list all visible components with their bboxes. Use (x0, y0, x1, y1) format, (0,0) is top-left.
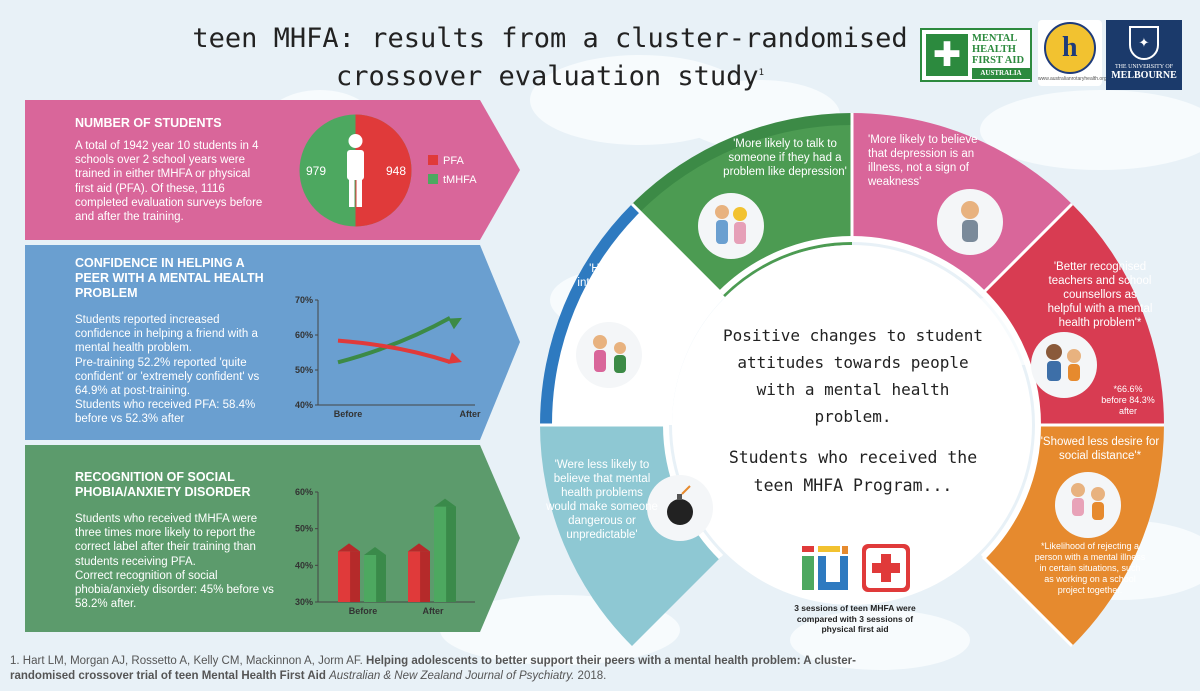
bar-tip-pfa-after (408, 543, 430, 552)
mhfa-logo-line-2: HEALTH (972, 44, 1016, 55)
bar-chart-ytick-label: 30% (295, 597, 313, 607)
quote-helpful-intentions: 'Had more helpful intentions to support … (577, 263, 691, 317)
panel-confidence-bg (25, 245, 520, 440)
uom-shield-icon: ✦ (1129, 26, 1159, 60)
line-chart-xtick-label: Before (334, 409, 363, 419)
bar-shade-tmhfa-after (446, 506, 456, 602)
legend-label-tmhfa: tMHFA (443, 174, 477, 186)
quote-depression-illness: 'More likely to believe that depression … (868, 134, 978, 188)
title-line-1: teen MHFA: results from a cluster-random… (192, 23, 908, 54)
quote-teachers-counsellors: 'Better recognised teachers and school c… (1047, 261, 1153, 329)
quote-social-distance: 'Showed less desire for social distance'… (1040, 436, 1160, 462)
line-chart-ytick-label: 60% (295, 330, 313, 340)
bar-shade-pfa-after (420, 551, 430, 602)
students-body: A total of 1942 year 10 students in 4 sc… (75, 140, 263, 224)
citation-year: 2018. (577, 669, 607, 682)
panel-recognition-bg (25, 445, 520, 632)
recognition-body-1: Students who received tMHFA were three t… (75, 513, 258, 568)
legend-pfa: PFA (428, 155, 464, 167)
tmhfa-count: 979 (306, 164, 327, 178)
pfa-count: 948 (386, 164, 407, 178)
footer-citation: 1. Hart LM, Morgan AJ, Rossetto A, Kelly… (10, 654, 910, 683)
australian-rotary-health-logo: h www.australianrotaryhealth.org.au (1038, 20, 1114, 86)
bar-chart-xtick-label: Before (349, 606, 378, 616)
confidence-panel: CONFIDENCE IN HELPING A PEER WITH A MENT… (75, 256, 275, 427)
confidence-line-chart: 40% 50% 60% 70% Before After (295, 295, 481, 419)
line-arrowhead-pfa (448, 352, 462, 364)
bar-shade-pfa-before (350, 551, 360, 602)
bar-chart-ytick-label: 50% (295, 524, 313, 534)
bar-shade-tmhfa-before (376, 555, 386, 602)
students-pie (299, 114, 412, 227)
session-icons (802, 544, 910, 592)
bar-tip-tmhfa-before (364, 547, 386, 555)
uom-line-1: THE UNIVERSITY OF (1114, 64, 1174, 70)
arh-url: www.australianrotaryhealth.org.au (1038, 76, 1114, 82)
confidence-body-3: Students who received PFA: 58.4% before … (75, 399, 256, 426)
center-disc (672, 245, 1032, 605)
recognition-panel: RECOGNITION OF SOCIAL PHOBIA/ANXIETY DIS… (75, 470, 275, 611)
mhfa-logo: ✚ MENTAL HEALTH FIRST AID AUSTRALIA (920, 28, 1032, 82)
legend-tmhfa: tMHFA (428, 174, 477, 186)
university-of-melbourne-logo: ✦ THE UNIVERSITY OF MELBOURNE (1106, 20, 1182, 90)
center-line-1: Positive changes to student attitudes to… (722, 326, 984, 426)
student-figure-icon (347, 134, 364, 207)
line-chart-ytick-label: 70% (295, 295, 313, 305)
bar-chart-ytick-label: 60% (295, 487, 313, 497)
mhfa-logo-line-3: FIRST AID (972, 55, 1025, 66)
tmhfa-logo-icon (802, 546, 848, 590)
sessions-caption: 3 sessions of teen MHFA were compared wi… (794, 603, 916, 634)
bar-chart-xtick-label: After (422, 606, 443, 616)
line-chart-xtick-label: After (459, 409, 480, 419)
mhfa-cross-icon: ✚ (926, 34, 968, 76)
recognition-bar-chart: 30% 40% 50% 60% Before After (295, 487, 475, 616)
note-social-distance: *Likelihood of rejecting a person with a… (1034, 541, 1146, 595)
line-series-pfa (337, 338, 451, 364)
bar-chart-ytick-label: 40% (295, 560, 313, 570)
center-message: Positive changes to student attitudes to… (718, 322, 988, 500)
line-arrowhead-tmhfa (448, 317, 462, 330)
first-aid-icon (862, 544, 910, 592)
legend-swatch-tmhfa (428, 174, 438, 184)
confidence-body-1: Students reported increased confidence i… (75, 314, 258, 355)
quote-dangerous-unpredictable: 'Were less likely to believe that mental… (546, 459, 658, 541)
title-footnote-marker: 1 (758, 68, 765, 78)
students-panel: NUMBER OF STUDENTS A total of 1942 year … (75, 116, 270, 224)
bar-tip-tmhfa-after (434, 498, 456, 507)
bar-tip-pfa-before (338, 543, 360, 552)
line-chart-ytick-label: 50% (295, 365, 313, 375)
arh-ring-icon: h (1044, 22, 1096, 74)
recognition-body-2: Correct recognition of social phobia/anx… (75, 569, 274, 611)
center-line-2: Students who received the teen MHFA Prog… (728, 448, 978, 495)
confidence-body-2: Pre-training 52.2% reported 'quite confi… (75, 356, 260, 398)
title-line-2: crossover evaluation study (335, 61, 759, 92)
recognition-heading: RECOGNITION OF SOCIAL PHOBIA/ANXIETY DIS… (75, 470, 251, 499)
mhfa-logo-line-4: AUSTRALIA (972, 68, 1030, 79)
mhfa-logo-line-1: MENTAL (972, 33, 1018, 44)
confidence-heading: CONFIDENCE IN HELPING A PEER WITH A MENT… (75, 256, 264, 300)
students-heading: NUMBER OF STUDENTS (75, 116, 222, 130)
uom-line-2: MELBOURNE (1111, 70, 1177, 81)
citation-title: Helping adolescents to better support th… (10, 655, 856, 682)
quote-talk-to-someone: 'More likely to talk to someone if they … (723, 138, 847, 178)
citation-journal: Australian & New Zealand Journal of Psyc… (329, 669, 575, 682)
line-series-tmhfa (337, 316, 451, 365)
people-icons (593, 201, 1105, 525)
legend-swatch-pfa (428, 155, 438, 165)
line-chart-ytick-label: 40% (295, 400, 313, 410)
note-teachers-percent: *66.6% before 84.3% after (1101, 384, 1155, 416)
pie-slice-pfa (355, 114, 412, 227)
citation-authors: 1. Hart LM, Morgan AJ, Rossetto A, Kelly… (10, 655, 363, 667)
legend-label-pfa: PFA (443, 155, 464, 167)
page-title: teen MHFA: results from a cluster-random… (180, 22, 920, 94)
